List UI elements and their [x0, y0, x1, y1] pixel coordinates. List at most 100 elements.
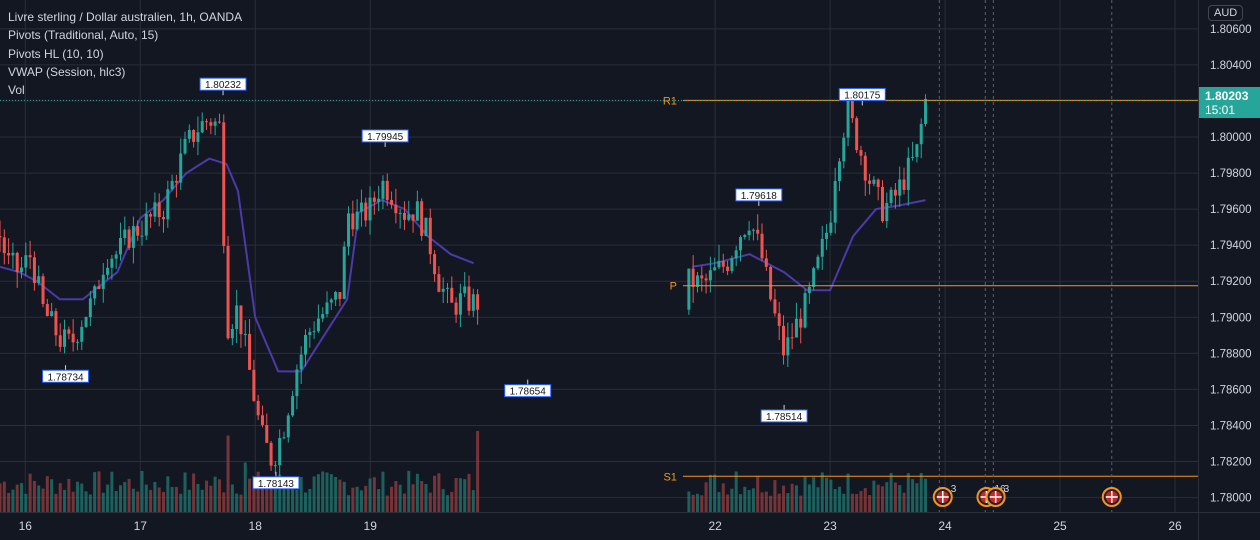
candle-body [390, 199, 394, 205]
volume-bar [691, 494, 695, 512]
legend-pivots-hl[interactable]: Pivots HL (10, 10) [8, 46, 104, 61]
candle-body [187, 130, 191, 139]
candle [359, 189, 363, 227]
candle [902, 167, 906, 195]
volume-bar [110, 471, 114, 512]
hl-label-low: 1.78514 [766, 412, 803, 423]
candle [708, 256, 712, 293]
pivot-label-p: P [670, 281, 677, 293]
legend-symbol[interactable]: Livre sterling / Dollar australien, 1h, … [8, 10, 243, 24]
y-tick-label: 1.80000 [1210, 132, 1252, 144]
event-marker-count: 3 [951, 484, 957, 495]
candle-body [213, 121, 217, 126]
volume-bar [880, 486, 884, 512]
x-tick-label: 24 [938, 519, 952, 533]
candle [140, 220, 144, 246]
candle-body [67, 329, 71, 334]
x-tick-label: 23 [823, 519, 837, 533]
candle-body [441, 288, 445, 292]
candle [825, 224, 829, 250]
legend-vwap[interactable]: VWAP (Session, hlc3) [8, 64, 126, 79]
candle [15, 251, 19, 288]
candle [114, 250, 118, 269]
candle [157, 193, 161, 227]
y-tick-label: 1.79200 [1210, 276, 1252, 288]
candle [919, 118, 923, 159]
volume-bar [127, 478, 131, 512]
candle [295, 364, 299, 410]
last-price-tag: 1.80203 15:01 [1199, 87, 1260, 118]
candle-body [738, 237, 742, 251]
candle-body [368, 197, 372, 221]
hl-label-low: 1.78143 [258, 479, 295, 490]
candle [50, 302, 54, 317]
volume-bar [347, 495, 351, 512]
volume-bar [299, 477, 303, 512]
candle [437, 266, 441, 293]
x-tick-label: 22 [708, 519, 722, 533]
candle [101, 262, 105, 303]
candle-body [820, 238, 824, 257]
candle [222, 114, 226, 254]
volume-bar [833, 489, 837, 512]
candle-body [782, 325, 786, 356]
candle [476, 289, 480, 325]
volume-bar [402, 493, 406, 512]
candle-body [846, 100, 850, 138]
volume-bar [863, 488, 867, 512]
candle-body [454, 302, 458, 315]
hl-label-low: 1.78734 [47, 372, 84, 383]
volume-bar [713, 474, 717, 512]
volume-bar [855, 494, 859, 512]
candle [428, 208, 432, 265]
candle [458, 283, 462, 328]
volume-bar [54, 493, 58, 512]
candle [441, 277, 445, 304]
candle [372, 191, 376, 215]
candle [278, 429, 282, 481]
candle-body [756, 229, 760, 234]
candle-body [398, 212, 402, 214]
hl-label-high: 1.79618 [741, 191, 778, 202]
candle [872, 176, 876, 187]
volume-bar [777, 493, 781, 512]
volume-bar [773, 480, 777, 512]
candle-body [850, 100, 854, 119]
legend-vol[interactable]: Vol [8, 83, 25, 98]
volume-bar [463, 479, 467, 512]
candle-body [415, 201, 419, 221]
candle-body [260, 415, 264, 426]
volume-bar [355, 486, 359, 512]
candle-body [377, 198, 381, 202]
candle-body [80, 326, 84, 342]
candle [316, 304, 320, 333]
candle [777, 301, 781, 341]
candle [713, 257, 717, 271]
legend-pivots[interactable]: Pivots (Traditional, Auto, 15) [8, 28, 159, 43]
candle [88, 291, 92, 327]
candle [187, 124, 191, 143]
volume-bar [278, 474, 282, 512]
volume-bar [131, 488, 135, 512]
currency-badge[interactable]: AUD [1208, 5, 1244, 21]
candle [269, 440, 273, 471]
volume-bar [226, 435, 230, 512]
volume-bar [88, 494, 92, 512]
volume-bar [372, 477, 376, 512]
volume-bar [329, 474, 333, 512]
candle-body [726, 266, 730, 272]
candle-body [316, 318, 320, 332]
candle [364, 197, 368, 227]
volume-bar [751, 488, 755, 512]
candle-body [11, 252, 15, 256]
candle [127, 226, 131, 251]
candle-body [54, 311, 58, 336]
candle [260, 405, 264, 428]
candle-body [329, 299, 333, 303]
candle-body [411, 214, 415, 221]
volume-bar [415, 473, 419, 512]
volume-bar [467, 473, 471, 512]
x-tick-label: 17 [134, 519, 148, 533]
